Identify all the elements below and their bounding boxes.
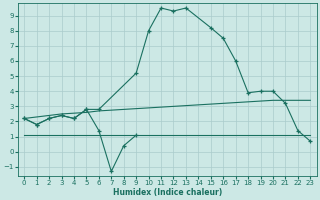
X-axis label: Humidex (Indice chaleur): Humidex (Indice chaleur)	[113, 188, 222, 197]
